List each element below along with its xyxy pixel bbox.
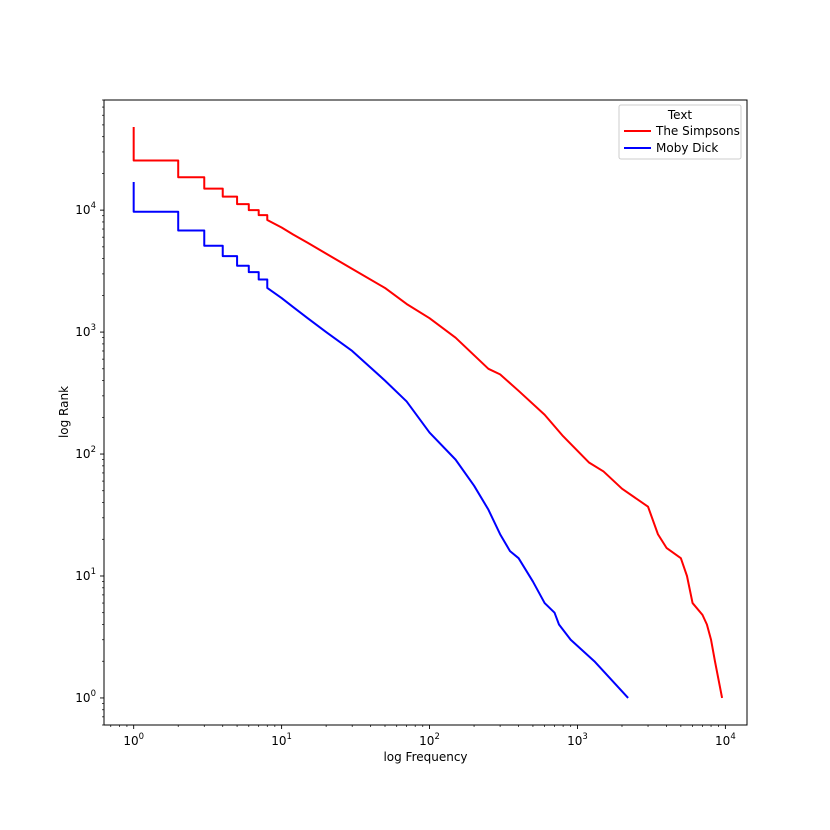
legend-title: Text <box>667 108 693 122</box>
x-tick-label: 104 <box>715 732 736 748</box>
legend-label-the-simpsons: The Simpsons <box>655 124 740 138</box>
y-tick-label: 102 <box>75 445 96 461</box>
y-tick-label: 100 <box>75 689 96 705</box>
series-line-the-simpsons <box>132 127 724 699</box>
y-axis: 100 101 102 103 104 <box>75 99 104 726</box>
y-tick-label: 101 <box>75 567 96 583</box>
y-axis-label: log Rank <box>57 386 71 438</box>
x-axis: 100 101 102 103 104 <box>110 725 736 748</box>
x-tick-label: 102 <box>419 732 440 748</box>
y-tick-label: 103 <box>75 323 96 339</box>
legend-label-moby-dick: Moby Dick <box>656 141 718 155</box>
x-tick-label: 100 <box>123 732 144 748</box>
legend-box <box>618 104 742 160</box>
y-tick-label: 104 <box>75 201 96 217</box>
plot-frame <box>103 99 748 726</box>
x-axis-label: log Frequency <box>383 750 467 764</box>
legend: Text The Simpsons Moby Dick <box>618 104 742 160</box>
x-tick-label: 103 <box>567 732 588 748</box>
series-layer <box>132 127 724 699</box>
x-tick-label: 101 <box>271 732 292 748</box>
series-line-moby-dick <box>132 182 629 699</box>
